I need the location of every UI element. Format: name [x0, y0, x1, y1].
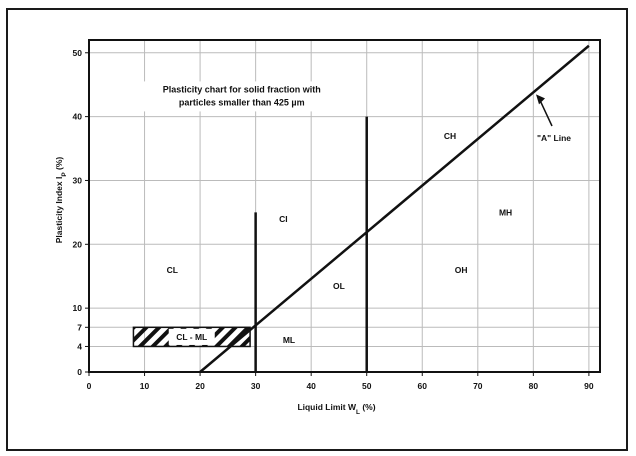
y-axis-title: Plasticity Index IP (%)	[54, 157, 68, 244]
x-tick-label: 20	[195, 381, 205, 391]
zone-label-ci: CI	[279, 214, 288, 224]
x-axis-title: Liquid Limit WL (%)	[297, 402, 375, 416]
y-tick-label: 40	[73, 112, 83, 122]
a-line	[199, 44, 590, 373]
a-line-arrow-shaft	[539, 100, 553, 127]
x-tick-label: 60	[418, 381, 428, 391]
a-line-label: "A" Line	[537, 133, 571, 143]
chart-title-bg	[136, 81, 347, 112]
y-tick-label: 4	[77, 341, 82, 351]
zone-label-ml: ML	[283, 335, 295, 345]
x-tick-label: 40	[306, 381, 316, 391]
y-tick-label: 0	[77, 367, 82, 377]
chart-title-line-1: Plasticity chart for solid fraction with	[163, 84, 321, 94]
cl-ml-zone-label: CL - ML	[176, 332, 207, 342]
y-tick-label: 7	[77, 322, 82, 332]
x-tick-label: 50	[362, 381, 372, 391]
plot-border	[88, 39, 601, 373]
y-tick-label: 20	[73, 239, 83, 249]
x-tick-label: 80	[529, 381, 539, 391]
zone-label-ch: CH	[444, 131, 456, 141]
x-tick-label: 30	[251, 381, 261, 391]
y-tick-label: 10	[73, 303, 83, 313]
zone-label-mh: MH	[499, 207, 512, 217]
chart-title-line-2: particles smaller than 425 µm	[179, 97, 305, 107]
cl-ml-label-bg	[168, 328, 215, 345]
zone-label-oh: OH	[455, 265, 468, 275]
y-tick-label: 50	[73, 48, 83, 58]
x-tick-label: 70	[473, 381, 483, 391]
x-tick-label: 10	[140, 381, 150, 391]
zone-label-ol: OL	[333, 281, 345, 291]
zone-label-cl: CL	[167, 265, 178, 275]
x-tick-label: 90	[584, 381, 594, 391]
y-tick-label: 30	[73, 175, 83, 185]
x-tick-label: 0	[87, 381, 92, 391]
a-line-arrowhead	[536, 94, 546, 105]
